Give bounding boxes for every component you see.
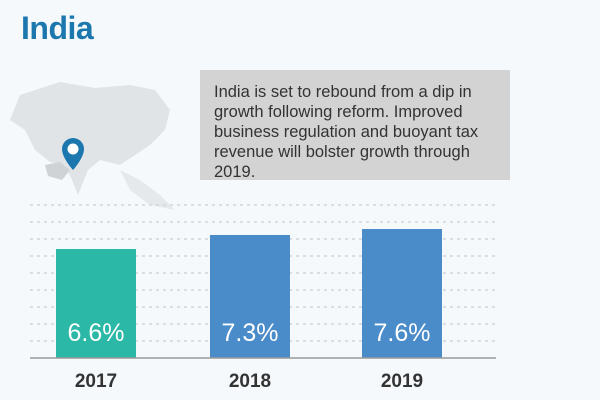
description-box: India is set to rebound from a dip in gr… [200,70,510,181]
category-label: 2017 [75,371,117,392]
value-label: 7.3% [222,319,279,347]
category-label: 2018 [229,371,271,392]
bar-2017 [56,249,136,358]
category-label: 2019 [381,371,423,392]
value-label: 7.6% [374,319,431,347]
asia-map-icon [10,82,175,210]
page-title: India [21,10,94,46]
location-pin-icon [62,138,84,170]
value-label: 6.6% [68,319,125,347]
bar-2018 [210,235,290,358]
bar-2019 [362,229,442,358]
